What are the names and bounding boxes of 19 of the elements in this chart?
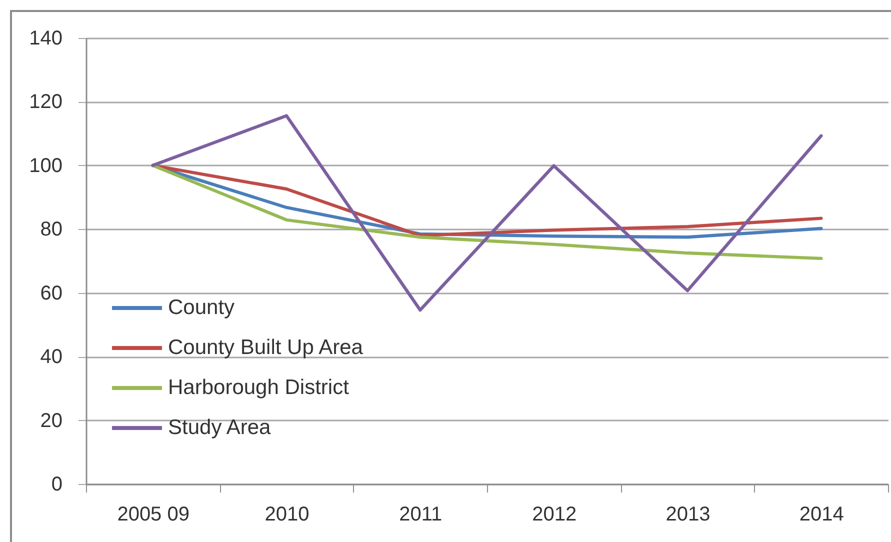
y-tick-label: 0: [51, 474, 62, 496]
y-tick-label: 120: [29, 91, 62, 114]
y-tick-label: 60: [40, 282, 62, 304]
y-tick-label: 140: [29, 28, 62, 50]
legend-label: Harborough District: [168, 376, 350, 399]
line-series: [151, 164, 823, 260]
x-tick-label: 2013: [666, 504, 710, 526]
x-tick-label: 2011: [399, 504, 442, 526]
y-tick-label: 40: [40, 346, 62, 368]
x-tick-label: 2010: [264, 504, 310, 526]
x-tick-label: 2012: [532, 504, 577, 526]
x-tick-label: 2014: [799, 504, 844, 526]
x-tick-label: 2005 09: [117, 504, 190, 526]
y-tick-label: 100: [29, 154, 62, 177]
legend-label: Study Area: [168, 416, 272, 439]
y-tick-label: 20: [40, 410, 62, 432]
legend-label: County Built Up Area: [168, 336, 364, 359]
y-tick-label: 80: [40, 218, 62, 241]
legend-label: County: [168, 296, 236, 319]
